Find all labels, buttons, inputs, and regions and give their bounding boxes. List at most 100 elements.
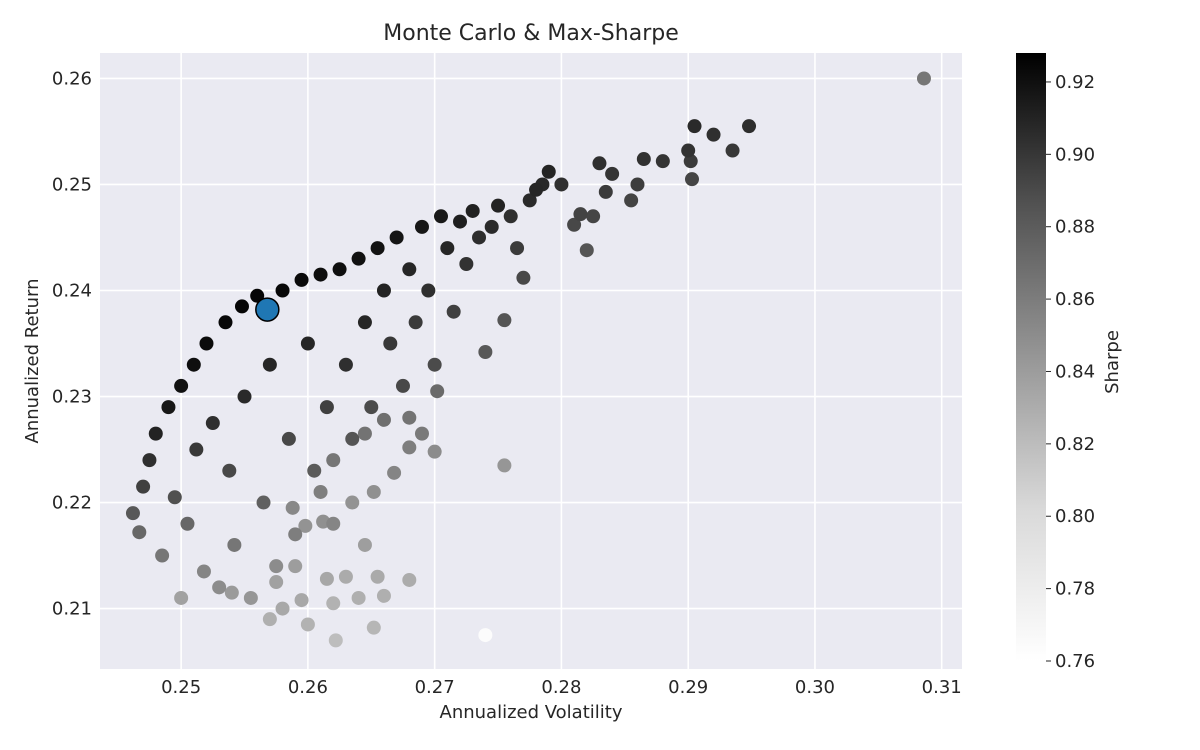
- scatter-point: [414, 219, 429, 234]
- x-ticks: 0.25 0.26 0.27 0.28 0.29 0.30 0.31: [161, 677, 962, 698]
- scatter-point: [256, 495, 271, 510]
- scatter-point: [313, 484, 328, 499]
- y-tick-label: 0.21: [52, 599, 92, 620]
- scatter-point: [510, 241, 525, 256]
- scatter-point: [440, 241, 455, 256]
- x-tick-label: 0.28: [541, 677, 581, 698]
- colorbar-tick-label: 0.92: [1055, 72, 1095, 93]
- scatter-point: [243, 590, 258, 605]
- scatter-point: [125, 506, 140, 521]
- scatter-point: [262, 357, 277, 372]
- scatter-point: [132, 525, 147, 540]
- scatter-point: [269, 559, 284, 574]
- scatter-point: [402, 572, 417, 587]
- scatter-point: [503, 209, 518, 224]
- scatter-point: [586, 209, 601, 224]
- y-tick-label: 0.22: [52, 493, 92, 514]
- scatter-point: [319, 571, 334, 586]
- scatter-point: [453, 214, 468, 229]
- scatter-point: [465, 203, 480, 218]
- scatter-point: [345, 495, 360, 510]
- scatter-point: [573, 207, 588, 222]
- scatter-point: [366, 620, 381, 635]
- scatter-point: [300, 617, 315, 632]
- scatter-point: [364, 400, 379, 415]
- y-tick-label: 0.25: [52, 174, 92, 195]
- scatter-point: [285, 500, 300, 515]
- scatter-point: [655, 154, 670, 169]
- colorbar-tick-label: 0.88: [1055, 217, 1095, 238]
- scatter-point: [161, 400, 176, 415]
- scatter-point: [916, 71, 931, 86]
- plot-area: [100, 53, 962, 669]
- scatter-point: [180, 516, 195, 531]
- scatter-point: [186, 357, 201, 372]
- x-tick-label: 0.27: [415, 677, 455, 698]
- scatter-point: [298, 518, 313, 533]
- scatter-point: [174, 378, 189, 393]
- scatter-point: [326, 596, 341, 611]
- x-tick-label: 0.25: [161, 677, 201, 698]
- x-axis-label: Annualized Volatility: [440, 702, 623, 723]
- scatter-point: [234, 299, 249, 314]
- scatter-point: [326, 453, 341, 468]
- scatter-point: [491, 198, 506, 213]
- colorbar-tick-label: 0.86: [1055, 289, 1095, 310]
- scatter-point: [332, 262, 347, 277]
- scatter-point: [522, 193, 537, 208]
- scatter-point: [389, 230, 404, 245]
- scatter-point: [484, 219, 499, 234]
- colorbar-ticks: 0.76 0.78 0.80 0.82 0.84 0.86 0.88 0.90 0.92: [1046, 72, 1095, 672]
- scatter-point: [402, 410, 417, 425]
- scatter-point: [684, 172, 699, 187]
- colorbar-tick-label: 0.78: [1055, 579, 1095, 600]
- scatter-point: [288, 527, 303, 542]
- scatter-point: [402, 262, 417, 277]
- scatter-point: [376, 283, 391, 298]
- scatter-point: [395, 378, 410, 393]
- scatter-point: [328, 633, 343, 648]
- scatter-point: [683, 154, 698, 169]
- scatter-point: [196, 564, 211, 579]
- colorbar-tick-label: 0.80: [1055, 506, 1095, 527]
- scatter-point: [592, 156, 607, 171]
- scatter-point: [224, 585, 239, 600]
- scatter-point: [630, 177, 645, 192]
- scatter-point: [408, 315, 423, 330]
- scatter-point: [366, 484, 381, 499]
- scatter-point: [706, 127, 721, 142]
- scatter-point: [357, 426, 372, 441]
- scatter-point: [345, 431, 360, 446]
- scatter-point: [275, 601, 290, 616]
- y-ticks: 0.21 0.22 0.23 0.24 0.25 0.26: [52, 68, 92, 619]
- scatter-point: [167, 490, 182, 505]
- scatter-point: [269, 575, 284, 590]
- scatter-point: [554, 177, 569, 192]
- scatter-point: [222, 463, 237, 478]
- scatter-point: [687, 119, 702, 134]
- scatter-point: [136, 479, 151, 494]
- scatter-point: [567, 217, 582, 232]
- scatter-point: [421, 283, 436, 298]
- colorbar-tick-label: 0.82: [1055, 434, 1095, 455]
- scatter-point: [275, 283, 290, 298]
- scatter-point: [529, 182, 544, 197]
- scatter-point: [370, 241, 385, 256]
- scatter-point: [541, 164, 556, 179]
- scatter-point: [357, 537, 372, 552]
- scatter-point: [189, 442, 204, 457]
- grid-lines: [100, 53, 962, 669]
- scatter-point: [579, 243, 594, 258]
- scatter-point: [227, 537, 242, 552]
- scatter-point: [497, 313, 512, 328]
- scatter-point: [414, 426, 429, 441]
- scatter-point: [319, 400, 334, 415]
- scatter-point: [376, 412, 391, 427]
- scatter-point: [148, 426, 163, 441]
- scatter-point: [478, 344, 493, 359]
- scatter-point: [725, 143, 740, 158]
- scatter-point: [262, 612, 277, 627]
- max-sharpe-point: [255, 297, 280, 322]
- scatter-point: [624, 193, 639, 208]
